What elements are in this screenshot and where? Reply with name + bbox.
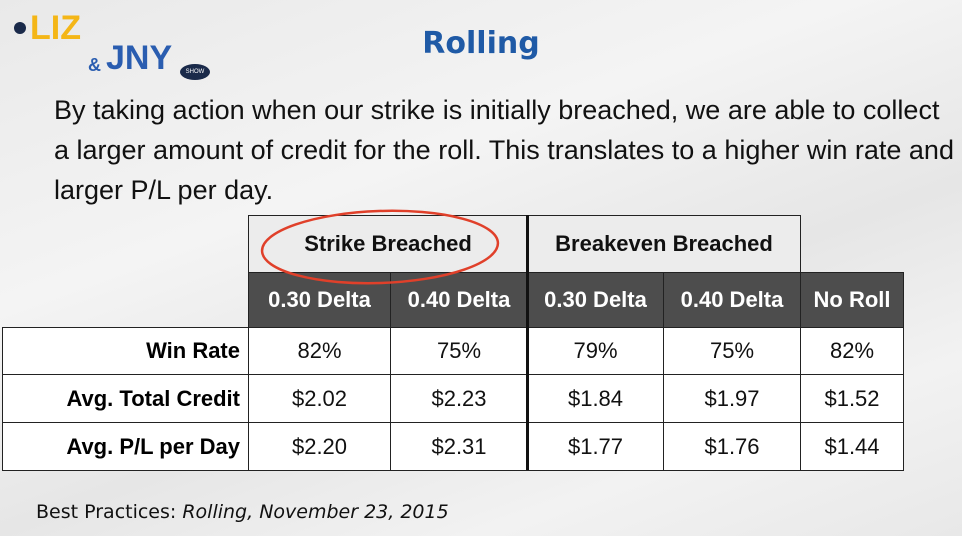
table-cell: 75% [390,327,528,375]
table-cell: $1.76 [663,422,801,471]
table-cell: $1.97 [663,374,801,423]
table-cell: 75% [663,327,801,375]
row-label: Avg. P/L per Day [2,422,249,471]
row-label: Win Rate [2,327,249,375]
table-cell: $1.52 [800,374,904,423]
column-header: 0.30 Delta [248,272,391,328]
table-cell: $2.02 [248,374,391,423]
table-cell: $1.44 [800,422,904,471]
column-header: 0.30 Delta [527,272,664,328]
liz-jny-logo: LIZ & JNY SHOW [14,8,214,84]
column-header: 0.40 Delta [663,272,801,328]
table-cell: $1.84 [527,374,664,423]
table-cell: $2.23 [390,374,528,423]
table-cell: $2.20 [248,422,391,471]
table-cell: 82% [248,327,391,375]
logo-the-badge [14,22,26,34]
table-cell: 82% [800,327,904,375]
group-header-strike-breached: Strike Breached [248,215,528,273]
logo-liz: LIZ [30,9,81,47]
column-header: 0.40 Delta [390,272,528,328]
table-cell: 79% [527,327,664,375]
row-label: Avg. Total Credit [2,374,249,423]
group-header-breakeven-breached: Breakeven Breached [527,215,801,273]
slide-title: Rolling [422,26,540,61]
table-cell: $2.31 [390,422,528,471]
logo-show-badge: SHOW [180,64,210,80]
group-divider [526,215,529,470]
logo-amp: & [88,55,101,75]
footer-citation: Best Practices: Rolling, November 23, 20… [36,501,449,523]
footer-source: Rolling, November 23, 2015 [182,501,449,523]
footer-prefix: Best Practices: [36,501,183,523]
column-header: No Roll [800,272,904,328]
logo-jny: JNY [106,39,173,77]
slide-body-text: By taking action when our strike is init… [54,95,954,205]
table-cell: $1.77 [527,422,664,471]
